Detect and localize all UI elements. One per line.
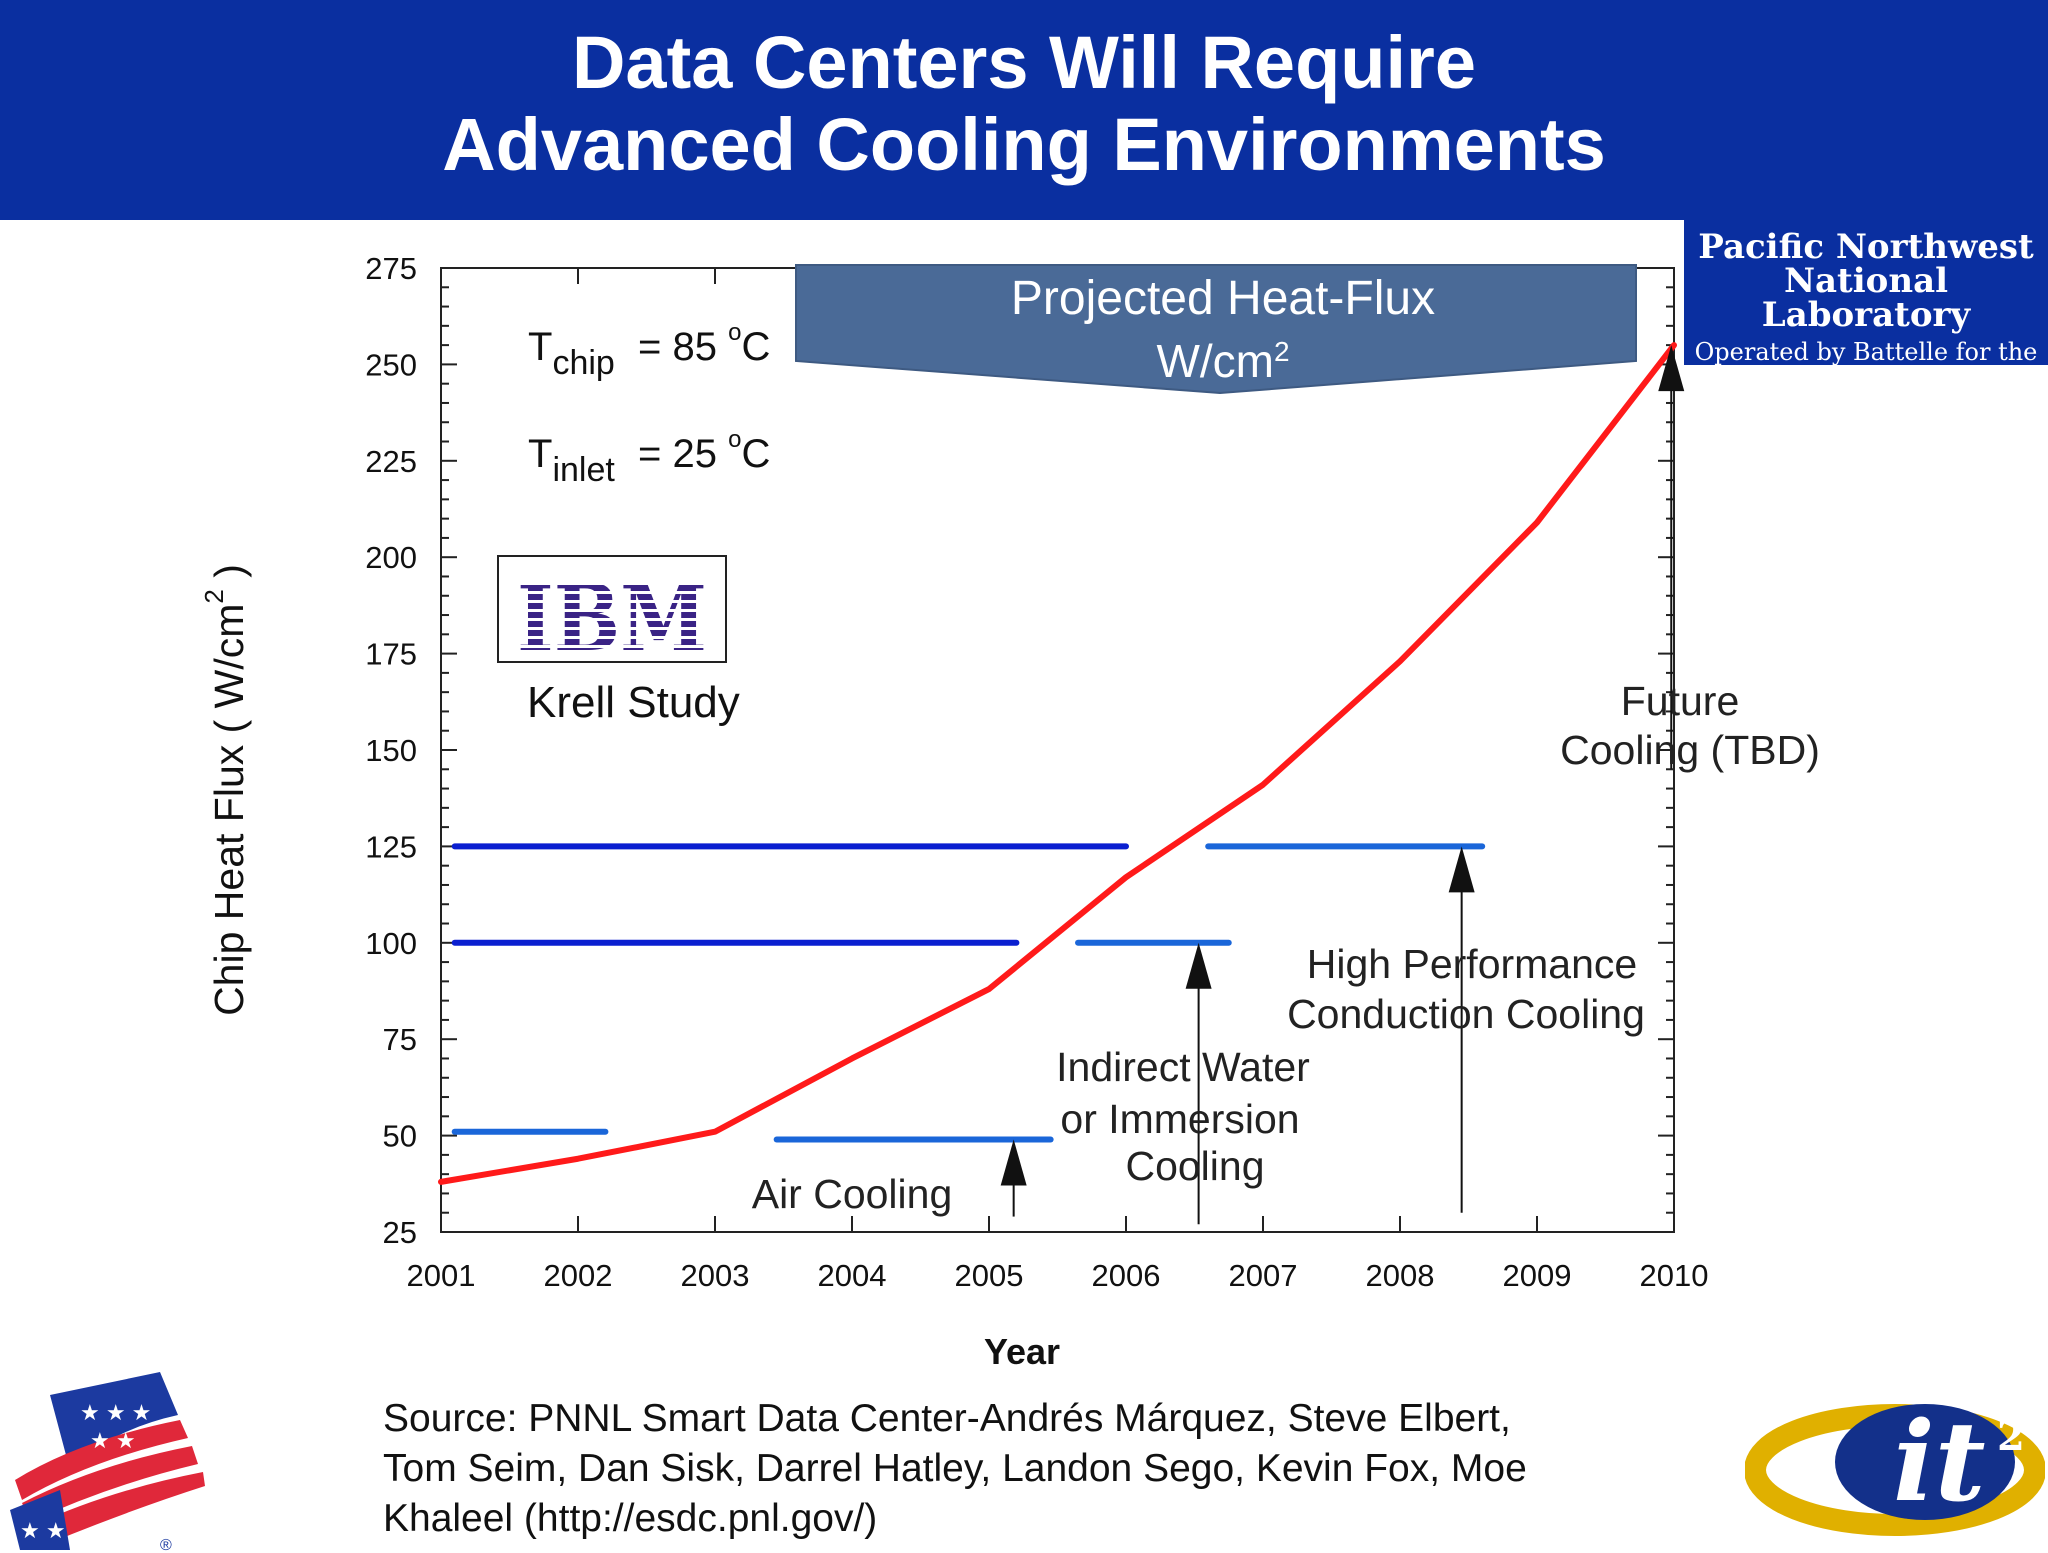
y-tick-labels: 25 50 75 100 125 150 175 200 225 250 275 (365, 251, 417, 1250)
y-tick-label: 125 (365, 829, 417, 864)
y-tick-label: 75 (383, 1022, 417, 1057)
x-tick-label: 2001 (407, 1258, 476, 1293)
tinlet-label: Tinlet (528, 432, 615, 489)
x-tick-label: 2002 (544, 1258, 613, 1293)
arrow-head (1448, 846, 1475, 893)
flag-logo-icon: ★ ★ ★ ★ ★ ★ ★ ® (10, 1368, 205, 1553)
y-tick-label: 25 (383, 1215, 417, 1250)
page-title: Data Centers Will Require Advanced Cooli… (0, 22, 2048, 186)
y-tick-label: 275 (365, 251, 417, 286)
x-tick-label: 2007 (1229, 1258, 1298, 1293)
y-tick-label: 175 (365, 637, 417, 672)
y-tick-label: 50 (383, 1119, 417, 1154)
x-tick-label: 2006 (1092, 1258, 1161, 1293)
x-tick-label: 2004 (818, 1258, 887, 1293)
indirect-label-3: Cooling (1125, 1143, 1264, 1189)
pnnl-line-3: Operated by Battelle for the (1694, 338, 2038, 366)
svg-text:®: ® (160, 1537, 172, 1553)
svg-text:2: 2 (1997, 1413, 2025, 1460)
arrow-head (1000, 1139, 1027, 1186)
hpc-label-1: High Performance (1307, 941, 1637, 987)
source-line-2: Tom Seim, Dan Sisk, Darrel Hatley, Lando… (383, 1447, 1527, 1490)
pnnl-logo: Pacific Northwest National Laboratory Op… (1684, 220, 2048, 394)
projected-banner-shape (795, 264, 1637, 395)
source-line-1: Source: PNNL Smart Data Center-Andrés Má… (383, 1397, 1511, 1440)
title-line-1: Data Centers Will Require (571, 21, 1476, 104)
tinlet-value: = 25 oC (638, 426, 770, 476)
projected-banner: Projected Heat-Flux W/cm2 (795, 264, 1637, 395)
arrow-head (1658, 345, 1685, 392)
title-bar: Data Centers Will Require Advanced Cooli… (0, 0, 2048, 220)
y-tick-label: 100 (365, 926, 417, 961)
tchip-value: = 85 oC (638, 319, 770, 369)
y-tick-label: 200 (365, 540, 417, 575)
pnnl-line-4: U.S. Department of Energy (1701, 366, 2031, 394)
ibm-logo-text: IBM (517, 564, 707, 672)
y-axis-title: Chip Heat Flux ( W/cm2 ) (199, 564, 252, 1016)
heat-flux-line (438, 342, 1677, 1185)
svg-text:★ ★: ★ ★ (20, 1518, 66, 1543)
krell-study-label: Krell Study (527, 678, 740, 727)
y-tick-label: 150 (365, 733, 417, 768)
pnnl-line-1: Pacific Northwest (1698, 227, 2034, 267)
svg-text:it: it (1893, 1397, 1986, 1526)
y-tick-label: 250 (365, 347, 417, 382)
title-line-2: Advanced Cooling Environments (442, 103, 1606, 186)
x-axis-title: Year (984, 1331, 1060, 1372)
arrow-head (1185, 942, 1212, 989)
x-tick-label: 2008 (1366, 1258, 1435, 1293)
y-tick-label: 225 (365, 444, 417, 479)
svg-text:★ ★: ★ ★ (90, 1428, 136, 1453)
x-tick-label: 2003 (681, 1258, 750, 1293)
x-tick-label: 2010 (1640, 1258, 1709, 1293)
x-tick-label: 2009 (1503, 1258, 1572, 1293)
series-group (438, 342, 1677, 1185)
ibm-logo-frame (497, 555, 727, 663)
source-line-3: Khaleel (http://esdc.pnl.gov/) (383, 1497, 878, 1540)
projected-label-2: W/cm2 (1156, 335, 1289, 387)
svg-text:★ ★ ★: ★ ★ ★ (80, 1400, 151, 1425)
future-label-1: Future (1621, 678, 1740, 724)
ibm-logo: IBM (497, 555, 727, 672)
future-label-2: Cooling (TBD) (1560, 727, 1820, 773)
hpc-label-2: Conduction Cooling (1287, 991, 1645, 1037)
annotation-arrows (1000, 345, 1685, 1225)
indirect-label-2: or Immersion (1060, 1096, 1299, 1142)
air-cooling-label: Air Cooling (752, 1171, 953, 1217)
source-citation: Source: PNNL Smart Data Center-Andrés Má… (383, 1394, 1683, 1544)
cooling-range-lines (451, 843, 1486, 1143)
projected-label-1: Projected Heat-Flux (1011, 272, 1435, 325)
pnnl-line-2: National Laboratory (1761, 261, 1971, 335)
x-tick-label: 2005 (955, 1258, 1024, 1293)
indirect-label-1: Indirect Water (1056, 1044, 1310, 1090)
it2-logo-icon: it 2 (1745, 1397, 2045, 1536)
tchip-label: Tchip (528, 325, 615, 382)
x-tick-labels: 2001 2002 2003 2004 2005 2006 2007 2008 2009 2010 (407, 1258, 1709, 1293)
